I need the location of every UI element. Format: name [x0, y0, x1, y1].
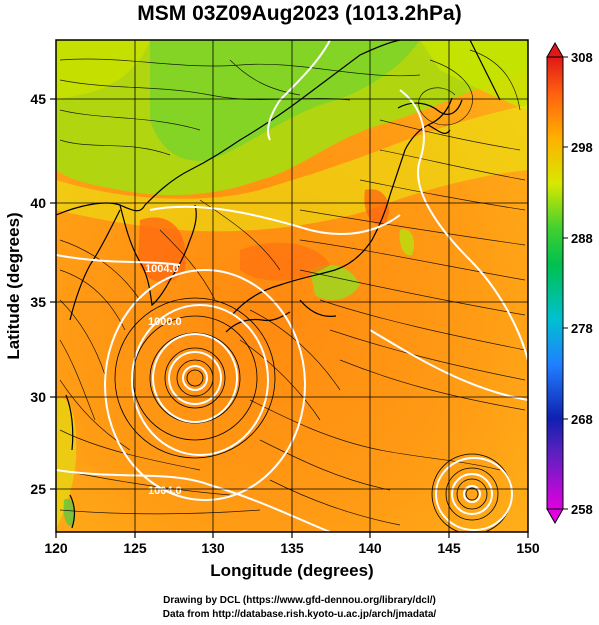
colorbar-tick-label: 258: [571, 502, 593, 517]
x-tick-label: 140: [358, 540, 382, 556]
y-tick-label: 35: [30, 294, 46, 310]
x-tick-label: 125: [123, 540, 147, 556]
colorbar-tick-label: 288: [571, 231, 593, 246]
colorbar-tick-label: 298: [571, 140, 593, 155]
credit-data-source: Data from http://database.rish.kyoto-u.a…: [162, 609, 437, 620]
colorbar-max-arrow: [546, 41, 564, 58]
x-tick-label: 145: [437, 540, 461, 556]
x-tick-label: 135: [280, 540, 304, 556]
isobar-label-south: 1004.0: [148, 485, 182, 497]
isobar-label-central: 1000.0: [148, 316, 182, 328]
temperature-field: 1004.0 1000.0 1004.0: [56, 40, 528, 532]
colorbar-tick-label: 278: [571, 321, 593, 336]
x-tick-label: 150: [516, 540, 540, 556]
colorbar-min-arrow: [546, 508, 564, 525]
chart-title: MSM 03Z09Aug2023 (1013.2hPa): [137, 2, 462, 25]
graticule: [56, 40, 528, 532]
colorbar-tick-label: 268: [571, 412, 593, 427]
credit-drawing: Drawing by DCL (https://www.gfd-dennou.o…: [163, 595, 436, 606]
colorbar: 308 298 288 278 268 258: [546, 41, 593, 525]
y-tick-label: 25: [30, 481, 46, 497]
x-tick-label: 130: [201, 540, 225, 556]
x-tick-label: 120: [44, 540, 68, 556]
y-axis-label: Latitude (degrees): [4, 212, 23, 359]
y-tick-label: 45: [30, 91, 46, 107]
axis-ticks: [50, 98, 529, 538]
colorbar-tick-label: 308: [571, 50, 593, 65]
y-tick-label: 40: [30, 195, 46, 211]
x-axis-label: Longitude (degrees): [210, 561, 373, 580]
isobars: [56, 40, 528, 532]
y-tick-label: 30: [30, 389, 46, 405]
isobar-label-north: 1004.0: [145, 263, 179, 275]
